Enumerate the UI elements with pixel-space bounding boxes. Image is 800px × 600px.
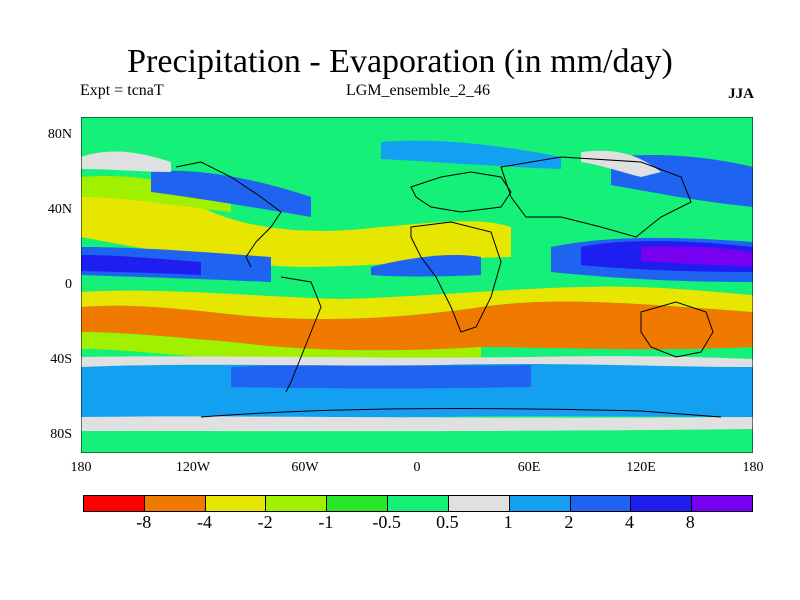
region-band [81,176,231,212]
legend-label: -2 [257,512,273,532]
region-band [371,255,481,277]
legend-swatch [631,496,693,511]
region-band [231,364,531,389]
x-tick-0: 0 [413,460,421,475]
ensemble-label: LGM_ensemble_2_46 [346,82,490,99]
y-tick-40n: 40N [47,202,72,217]
legend-label: 0.5 [436,512,459,532]
precipitation-map [81,117,753,453]
legend-swatch [205,496,267,511]
region-band [641,246,753,267]
x-tick-120e: 120E [626,460,656,475]
legend-label: 2 [564,512,574,532]
region-band [81,151,171,172]
legend-swatch [84,496,145,511]
y-tick-80s: 80S [50,427,72,442]
region-band [81,332,481,365]
legend-swatch [266,496,328,511]
region-band [81,416,753,432]
legend-swatch [144,496,206,511]
coastlines [175,156,722,418]
x-tick-180e: 180 [742,460,764,475]
y-tick-40s: 40S [50,352,72,367]
region-band [151,170,311,217]
legend-swatch [388,496,449,511]
legend-swatch [448,496,510,511]
x-tick-180w: 180 [70,460,92,475]
season-label: JJA [728,86,754,102]
region-band [381,140,561,169]
legend-label: -1 [318,512,334,532]
legend-label: 8 [685,512,695,532]
legend-label: 4 [625,512,635,532]
y-tick-80n: 80N [47,127,72,142]
legend-swatch [509,496,571,511]
x-tick-60e: 60E [517,460,541,475]
x-tick-120w: 120W [175,460,211,475]
region-band [81,301,753,351]
region-band [81,286,753,319]
y-tick-equator: 0 [65,277,72,292]
legend-swatch [570,496,632,511]
legend-swatch [692,496,752,511]
color-legend [83,495,753,512]
legend-label: -8 [136,512,152,532]
experiment-label: Expt = tcnaT [80,82,164,99]
legend-swatch [327,496,389,511]
region-band [81,356,753,367]
x-tick-60w: 60W [291,460,319,475]
legend-label: -0.5 [372,512,401,532]
legend-label: -4 [196,512,212,532]
map-title: Precipitation - Evaporation (in mm/day) [127,43,673,80]
region-band [581,150,661,177]
region-band [81,255,201,275]
legend-label: 1 [503,512,513,532]
